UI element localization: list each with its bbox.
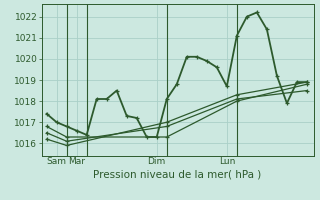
- X-axis label: Pression niveau de la mer( hPa ): Pression niveau de la mer( hPa ): [93, 169, 262, 179]
